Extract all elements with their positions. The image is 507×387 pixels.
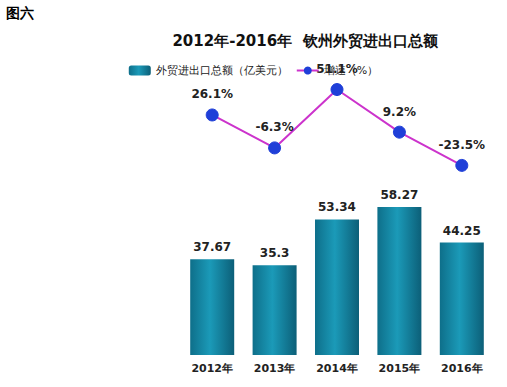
svg-text:37.67: 37.67 xyxy=(193,240,231,254)
svg-text:44.25: 44.25 xyxy=(443,224,481,238)
svg-text:-23.5%: -23.5% xyxy=(438,138,485,152)
svg-text:2015年: 2015年 xyxy=(379,362,421,375)
svg-text:2012年-2016年 钦州外贸进出口总额: 2012年-2016年 钦州外贸进出口总额 xyxy=(172,32,438,50)
svg-text:2012年: 2012年 xyxy=(191,362,233,375)
svg-text:58.27: 58.27 xyxy=(380,188,418,202)
svg-text:2014年: 2014年 xyxy=(316,362,358,375)
svg-text:53.34: 53.34 xyxy=(318,200,356,214)
svg-text:外贸进出口总额（亿美元）: 外贸进出口总额（亿美元） xyxy=(156,64,288,77)
svg-text:2013年: 2013年 xyxy=(254,362,296,375)
svg-text:35.3: 35.3 xyxy=(260,246,290,260)
svg-text:26.1%: 26.1% xyxy=(191,87,233,101)
svg-text:图六: 图六 xyxy=(6,5,34,21)
svg-text:9.2%: 9.2% xyxy=(383,105,416,119)
svg-text:2016年: 2016年 xyxy=(441,362,483,375)
svg-text:增速（%）: 增速（%） xyxy=(323,64,378,77)
svg-text:-6.3%: -6.3% xyxy=(255,120,293,134)
